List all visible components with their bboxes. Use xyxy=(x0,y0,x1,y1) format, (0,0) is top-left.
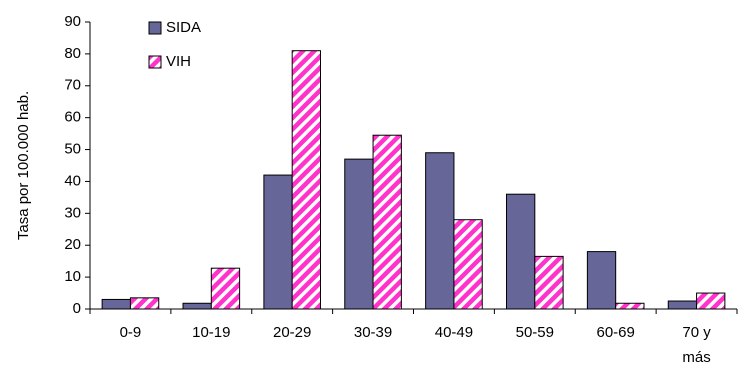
bar-sida-1 xyxy=(101,298,131,310)
y-tick-label: 40 xyxy=(64,172,81,189)
legend-label-sida: SIDA xyxy=(166,19,201,36)
bar-vih-6 xyxy=(534,255,564,310)
bar-vih-4 xyxy=(372,134,402,310)
bars xyxy=(101,50,726,310)
x-tick-label: 20-29 xyxy=(273,324,311,341)
legend-swatch-vih xyxy=(148,55,162,69)
bar-vih-5 xyxy=(453,219,483,310)
y-tick-label: 30 xyxy=(64,204,81,221)
x-axis: 0-9 10-19 20-29 30-39 40-49 50-59 60-69 70 y más xyxy=(89,308,738,366)
y-tick-label: 10 xyxy=(64,268,81,285)
bar-vih-8 xyxy=(696,292,726,310)
legend-swatch-sida xyxy=(148,21,162,35)
bar-sida-8 xyxy=(667,300,698,310)
bar-sida-3 xyxy=(263,174,293,310)
bar-vih-3 xyxy=(291,50,321,310)
x-tick-label: 70 y más xyxy=(682,324,711,366)
y-tick-label: 60 xyxy=(64,109,81,126)
y-tick-label: 80 xyxy=(64,45,81,62)
x-tick-label: 40-49 xyxy=(435,324,473,341)
y-axis-title: Tasa por 100.000 hab. xyxy=(15,91,32,240)
x-tick-label: 60-69 xyxy=(597,324,635,341)
bar-sida-5 xyxy=(425,152,455,310)
x-tick-label: 10-19 xyxy=(192,324,230,341)
y-tick-label: 50 xyxy=(64,141,81,158)
x-tick-label: 50-59 xyxy=(516,324,554,341)
y-axis: 0 10 20 30 40 50 60 70 80 90 xyxy=(64,13,91,317)
bar-sida-4 xyxy=(344,158,374,310)
x-tick-label: 30-39 xyxy=(354,324,392,341)
bar-sida-6 xyxy=(506,193,536,310)
x-tick-label: 0-9 xyxy=(120,324,142,341)
bar-vih-7 xyxy=(615,302,645,310)
y-axis-title-group: Tasa por 100.000 hab. xyxy=(15,91,32,240)
legend-label-vih: VIH xyxy=(166,53,191,70)
y-tick-label: 90 xyxy=(64,13,81,30)
bar-vih-1 xyxy=(129,297,160,310)
bar-sida-7 xyxy=(586,251,617,310)
bar-vih-2 xyxy=(210,267,241,310)
y-tick-label: 70 xyxy=(64,77,81,94)
y-tick-label: 20 xyxy=(64,236,81,253)
y-tick-label: 0 xyxy=(73,300,81,317)
legend: SIDA VIH xyxy=(148,19,201,70)
bar-sida-2 xyxy=(182,302,212,310)
